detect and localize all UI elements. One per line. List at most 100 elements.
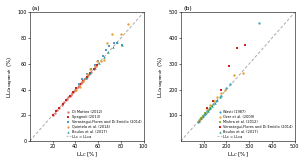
Boulos et al. (2017)	[120, 43, 124, 46]
Di Matteo (2012)	[64, 99, 69, 101]
Verastegui-Flores and Di Emidio (2014)	[234, 47, 239, 50]
Verastegui-Flores and Di Emidio (2014)	[80, 78, 84, 81]
Boulos et al. (2017)	[215, 99, 220, 101]
Mishra et al. (2012)	[210, 104, 215, 107]
Di Matteo (2012)	[65, 97, 70, 100]
Mishra et al. (2012)	[201, 115, 206, 117]
Wasti (1987)	[227, 83, 232, 86]
Wasti (1987)	[196, 120, 200, 123]
Quintela et al. (2014)	[88, 68, 92, 70]
Spagnoli (2013)	[64, 99, 69, 101]
Di Matteo (2012)	[87, 73, 92, 75]
Boulos et al. (2017)	[97, 61, 102, 64]
Ozer et al. (2009)	[215, 96, 220, 99]
Di Matteo (2012)	[50, 114, 55, 117]
Wasti (1987)	[208, 106, 213, 109]
Quintela et al. (2014)	[84, 73, 89, 75]
Di Matteo (2012)	[67, 95, 72, 97]
Ozer et al. (2009)	[208, 104, 213, 106]
Di Matteo (2012)	[57, 106, 62, 109]
Boulos et al. (2017)	[101, 56, 106, 59]
Spagnoli (2013)	[53, 110, 58, 113]
Wasti (1987)	[210, 102, 215, 105]
Spagnoli (2013)	[50, 114, 55, 117]
Verastegui-Flores and Di Emidio (2014)	[92, 64, 97, 66]
Verastegui-Flores and Di Emidio (2014)	[100, 55, 105, 57]
Quintela et al. (2014)	[99, 60, 104, 63]
Ozer et al. (2009)	[223, 88, 228, 91]
Verastegui-Flores and Di Emidio (2014)	[115, 42, 120, 45]
Mishra et al. (2012)	[205, 109, 210, 112]
Verastegui-Flores and Di Emidio (2014)	[218, 88, 223, 91]
Spagnoli (2013)	[91, 68, 96, 70]
Ozer et al. (2009)	[198, 118, 203, 120]
Wasti (1987)	[203, 111, 208, 114]
Wasti (1987)	[202, 113, 207, 115]
Spagnoli (2013)	[57, 106, 62, 109]
Boulos et al. (2017)	[207, 107, 212, 109]
Boulos et al. (2017)	[88, 71, 92, 74]
Ozer et al. (2009)	[211, 100, 216, 102]
Di Matteo (2012)	[68, 93, 73, 96]
Di Matteo (2012)	[59, 104, 64, 106]
Wasti (1987)	[214, 100, 219, 102]
X-axis label: LL$_C$ [%]: LL$_C$ [%]	[227, 151, 249, 159]
Boulos et al. (2017)	[203, 112, 208, 115]
Boulos et al. (2017)	[106, 51, 111, 54]
Boulos et al. (2017)	[210, 104, 215, 107]
Verastegui-Flores and Di Emidio (2014)	[112, 42, 117, 45]
Verastegui-Flores and Di Emidio (2014)	[205, 106, 210, 109]
Ozer et al. (2009)	[218, 92, 223, 95]
Wasti (1987)	[201, 114, 206, 117]
Y-axis label: LL$_{Casagrande}$ (%): LL$_{Casagrande}$ (%)	[157, 56, 167, 98]
Quintela et al. (2014)	[105, 42, 109, 45]
Spagnoli (2013)	[88, 71, 92, 74]
Text: (a): (a)	[32, 6, 41, 11]
Di Matteo (2012)	[77, 83, 82, 86]
Ozer et al. (2009)	[200, 115, 205, 118]
Di Matteo (2012)	[74, 87, 79, 90]
Mishra et al. (2012)	[199, 117, 203, 120]
Di Matteo (2012)	[85, 74, 90, 77]
Spagnoli (2013)	[95, 64, 99, 66]
Wasti (1987)	[257, 21, 262, 24]
Spagnoli (2013)	[60, 102, 65, 105]
Ozer et al. (2009)	[205, 108, 210, 110]
Verastegui-Flores and Di Emidio (2014)	[96, 60, 101, 63]
Wasti (1987)	[197, 119, 202, 122]
Quintela et al. (2014)	[101, 59, 106, 61]
Di Matteo (2012)	[91, 68, 96, 70]
Di Matteo (2012)	[70, 91, 75, 93]
Verastegui-Flores and Di Emidio (2014)	[89, 68, 94, 70]
Spagnoli (2013)	[74, 87, 79, 90]
Ozer et al. (2009)	[232, 74, 237, 77]
Ozer et al. (2009)	[202, 111, 207, 114]
Verastegui-Flores and Di Emidio (2014)	[84, 73, 89, 75]
Boulos et al. (2017)	[201, 115, 206, 117]
Di Matteo (2012)	[93, 65, 98, 68]
Wasti (1987)	[218, 95, 223, 97]
Boulos et al. (2017)	[205, 109, 210, 112]
Wasti (1987)	[207, 108, 212, 110]
Quintela et al. (2014)	[81, 79, 86, 82]
Di Matteo (2012)	[89, 70, 94, 73]
Boulos et al. (2017)	[217, 96, 222, 99]
Quintela et al. (2014)	[74, 88, 79, 91]
Spagnoli (2013)	[67, 95, 72, 97]
X-axis label: LL$_C$ [%]: LL$_C$ [%]	[76, 151, 98, 159]
Di Matteo (2012)	[76, 84, 81, 87]
Boulos et al. (2017)	[83, 77, 88, 79]
Wasti (1987)	[199, 116, 204, 119]
Spagnoli (2013)	[70, 91, 75, 93]
Spagnoli (2013)	[77, 83, 82, 86]
Spagnoli (2013)	[81, 79, 86, 82]
Verastegui-Flores and Di Emidio (2014)	[242, 43, 247, 46]
Di Matteo (2012)	[83, 77, 88, 79]
Ozer et al. (2009)	[241, 71, 246, 74]
Wasti (1987)	[205, 110, 210, 113]
Spagnoli (2013)	[84, 75, 89, 78]
Wasti (1987)	[206, 109, 211, 112]
Quintela et al. (2014)	[125, 23, 130, 25]
Di Matteo (2012)	[80, 81, 84, 83]
Verastegui-Flores and Di Emidio (2014)	[120, 43, 124, 46]
